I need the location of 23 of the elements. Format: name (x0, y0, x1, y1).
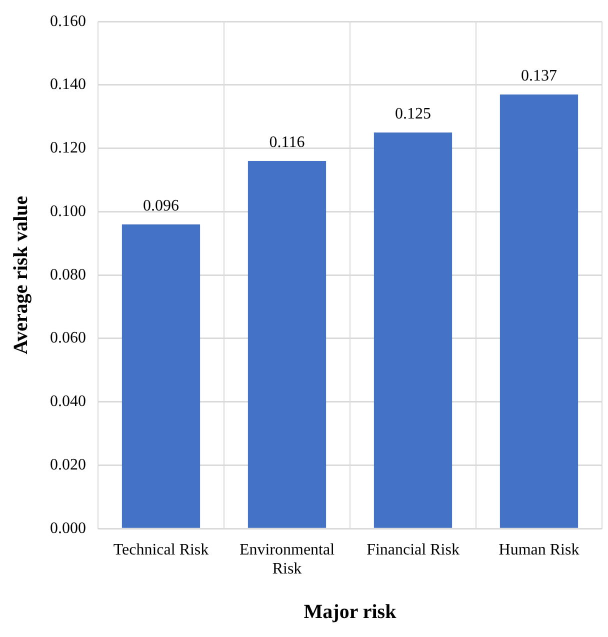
x-tick-label: Human Risk (498, 541, 580, 558)
y-tick-label: 0.160 (50, 12, 86, 30)
bar (122, 224, 200, 528)
bar (374, 132, 452, 528)
y-tick-label: 0.100 (50, 202, 86, 220)
y-tick-label: 0.000 (50, 520, 86, 537)
y-tick-label: 0.120 (50, 140, 86, 157)
bar (248, 161, 326, 528)
y-tick-label: 0.080 (50, 266, 86, 284)
data-label: 0.096 (143, 198, 179, 215)
bar (500, 94, 578, 528)
x-tick-label: Financial Risk (366, 541, 460, 558)
data-label: 0.137 (521, 68, 557, 85)
y-tick-label: 0.140 (50, 76, 86, 94)
x-tick-label: Technical Risk (113, 541, 209, 558)
y-axis-title: Average risk value (10, 196, 32, 354)
x-tick-label: Environmental Risk (239, 541, 336, 578)
data-label: 0.125 (395, 106, 431, 123)
data-label: 0.116 (269, 134, 305, 152)
y-tick-label: 0.060 (50, 330, 86, 347)
y-tick-label: 0.020 (50, 456, 86, 474)
x-axis-title: Major risk (304, 601, 398, 624)
y-tick-label: 0.040 (50, 393, 86, 410)
